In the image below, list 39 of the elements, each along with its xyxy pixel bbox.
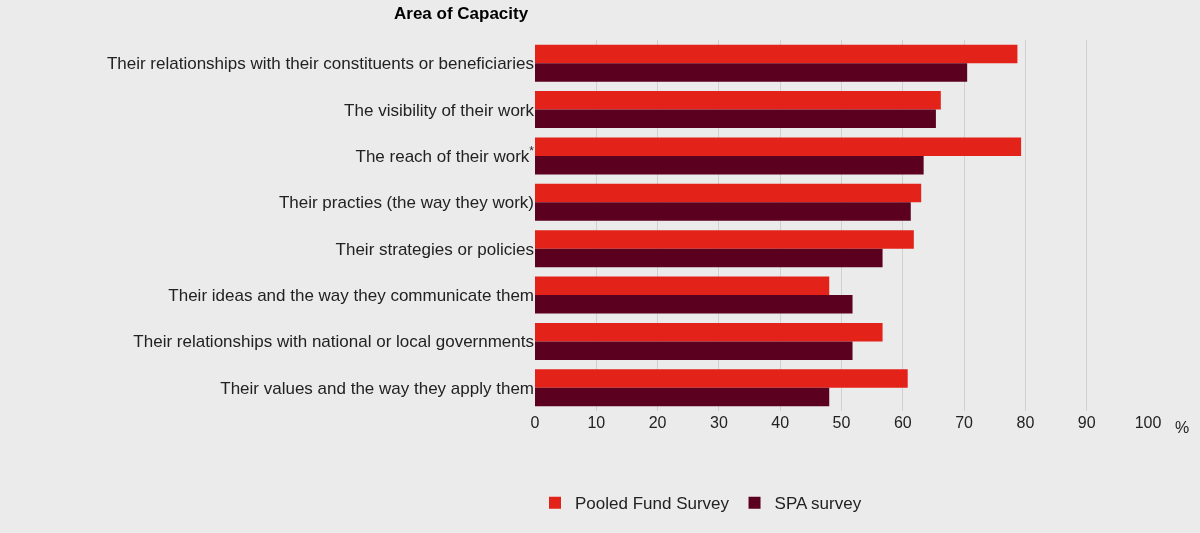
- y-tick-label: Their practies (the way they work): [278, 193, 534, 213]
- x-tick-label: 30: [710, 414, 728, 431]
- x-tick-label: 10: [587, 414, 606, 431]
- bar: [535, 295, 853, 314]
- x-tick-label: 40: [771, 414, 790, 431]
- bar: [535, 202, 911, 221]
- x-axis-title: %: [1175, 419, 1190, 436]
- bar: [535, 155, 924, 175]
- x-tick-label: 70: [955, 414, 974, 431]
- y-tick-label: The visibility of their work: [344, 100, 535, 120]
- y-axis-title: Area of Capacity: [394, 4, 529, 23]
- bar: [535, 230, 914, 249]
- y-tick-label: Their strategies or policies: [335, 239, 534, 259]
- bar: [535, 109, 936, 129]
- x-tick-label: 80: [1016, 414, 1035, 431]
- x-tick-label: 100: [1134, 414, 1162, 431]
- bar: [535, 341, 853, 360]
- y-tick-label: Their ideas and the way they communicate them: [168, 286, 534, 306]
- x-tick-label: 90: [1077, 414, 1096, 431]
- legend-label: SPA survey: [774, 494, 862, 514]
- bar: [535, 248, 883, 268]
- bar: [535, 369, 908, 388]
- bar: [535, 91, 941, 110]
- y-tick-label: Their relationships with national or local governments: [133, 332, 534, 352]
- bar: [535, 276, 830, 296]
- y-tick-label: Their values and the way they apply them: [220, 378, 534, 398]
- bar: [535, 183, 922, 203]
- bar: [535, 322, 883, 342]
- y-tick-label: Their relationships with their constituents or beneficiaries: [106, 54, 534, 74]
- bar: [535, 137, 1022, 156]
- legend-label: Pooled Fund Survey: [575, 494, 730, 514]
- x-tick-label: 50: [832, 414, 851, 431]
- x-tick-label: 0: [530, 414, 540, 431]
- x-tick-label: 20: [648, 414, 667, 431]
- bar: [535, 44, 1018, 64]
- x-tick-label: 60: [893, 414, 912, 431]
- y-tick-label: The reach of their work$^{*}$: [355, 143, 535, 166]
- bar: [535, 387, 830, 407]
- bar: [535, 63, 968, 82]
